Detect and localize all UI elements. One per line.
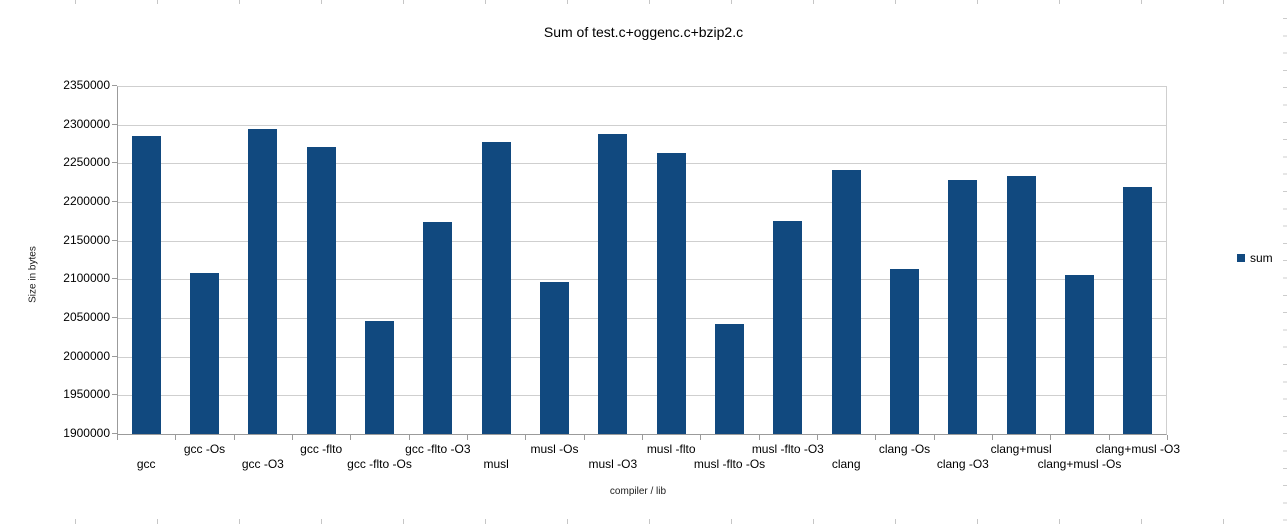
x-axis-tick — [233, 435, 235, 440]
bar-gcc-flto-O3 — [423, 222, 453, 434]
x-axis-category-label: clang+musl — [990, 442, 1052, 456]
gridline — [118, 202, 1166, 203]
y-axis-tick-label: 2050000 — [63, 310, 110, 324]
x-axis-category-label: clang+musl -Os — [1037, 457, 1122, 471]
x-axis-tick — [992, 435, 993, 440]
gridline — [118, 356, 1166, 358]
y-axis-tick — [112, 317, 117, 318]
x-axis-category-label: musl -flto -Os — [693, 457, 766, 471]
x-axis-tick — [1050, 435, 1052, 440]
y-axis-tick-label: 1900000 — [63, 426, 110, 440]
y-axis-tick — [112, 123, 117, 125]
y-axis-tick-label: 2100000 — [63, 271, 110, 286]
x-axis-category-label: gcc -Os — [183, 442, 226, 456]
x-axis-tick — [175, 435, 177, 440]
y-axis-tick — [112, 278, 117, 280]
bar-musl-Os — [540, 282, 569, 434]
x-axis-category-label: clang -O3 — [936, 457, 989, 471]
x-axis-tick — [583, 435, 585, 440]
x-axis-tick — [1108, 435, 1110, 440]
x-axis-category-label: musl -Os — [530, 442, 579, 456]
y-axis-tick-label: 2300000 — [63, 116, 110, 131]
bar-musl-flto-Os — [715, 324, 744, 434]
gridline — [118, 124, 1166, 126]
bar-clang+musl-O3 — [1123, 186, 1153, 434]
x-axis-category-label: gcc -O3 — [241, 457, 284, 471]
x-axis-category-label: musl — [483, 457, 509, 471]
y-axis-tick-label: 2350000 — [63, 78, 110, 92]
legend-swatch — [1237, 254, 1245, 262]
plot-area[interactable] — [117, 86, 1167, 435]
x-axis-category-label: gcc -flto — [300, 442, 343, 456]
gridline — [118, 395, 1166, 397]
x-axis-tick — [350, 435, 352, 440]
gridline — [118, 163, 1166, 165]
bar-gcc — [131, 136, 161, 434]
bar-gcc-O3 — [248, 128, 278, 434]
x-axis-category-label: gcc -flto -O3 — [405, 442, 471, 456]
y-axis-tick-label: 1950000 — [63, 387, 110, 402]
x-axis-category-label: clang — [831, 457, 861, 471]
x-axis-tick — [700, 435, 702, 440]
gridline — [118, 279, 1166, 281]
y-axis-title: Size in bytes — [27, 246, 39, 303]
bar-musl-flto-O3 — [773, 221, 803, 434]
spreadsheet-row-ticks-right — [1283, 18, 1287, 524]
bar-gcc-flto — [306, 147, 336, 434]
x-axis-tick — [467, 435, 468, 440]
x-axis-category-label: gcc -flto -Os — [347, 457, 412, 471]
x-axis-tick — [1167, 435, 1168, 440]
x-axis-category-label: gcc — [136, 457, 156, 471]
y-axis-tick — [112, 394, 117, 396]
x-axis-tick — [875, 435, 877, 440]
bar-musl — [481, 142, 511, 434]
x-axis-category-label: clang -Os — [878, 442, 931, 456]
y-axis-tick — [112, 239, 117, 241]
x-axis-tick — [117, 435, 118, 440]
bar-gcc-Os — [190, 273, 219, 434]
legend-label: sum — [1250, 251, 1273, 265]
bar-musl-flto — [656, 153, 686, 434]
spreadsheet-column-ticks-top — [75, 0, 1287, 4]
x-axis-tick — [408, 435, 410, 440]
y-axis-tick — [112, 433, 117, 434]
bar-clang-Os — [890, 268, 919, 434]
bar-clang+musl-Os — [1065, 274, 1094, 434]
spreadsheet-column-ticks-bottom — [75, 519, 1287, 524]
gridline — [118, 318, 1166, 319]
chart-title: Sum of test.c+oggenc.c+bzip2.c — [543, 24, 744, 40]
x-axis-title: compiler / lib — [609, 486, 667, 497]
x-axis-tick — [292, 435, 293, 440]
y-axis-tick-label: 2200000 — [63, 194, 110, 208]
x-axis-tick — [525, 435, 527, 440]
y-axis-tick — [112, 355, 117, 357]
x-axis-category-label: musl -O3 — [588, 457, 638, 471]
x-axis-category-label: musl -flto — [646, 442, 696, 456]
y-axis-tick — [112, 162, 117, 164]
x-axis-tick — [817, 435, 818, 440]
bar-clang+musl — [1006, 176, 1036, 434]
legend: sum — [1237, 251, 1273, 265]
gridline — [118, 240, 1166, 242]
bar-gcc-flto-Os — [365, 321, 394, 434]
x-axis-tick — [933, 435, 935, 440]
bar-musl-O3 — [598, 133, 628, 434]
x-axis-tick — [758, 435, 760, 440]
x-axis-category-label: musl -flto -O3 — [751, 442, 824, 456]
x-axis-tick — [642, 435, 643, 440]
y-axis-tick — [112, 85, 117, 86]
x-axis-category-label: clang+musl -O3 — [1095, 442, 1181, 456]
y-axis-tick-label: 2150000 — [63, 232, 110, 247]
y-axis-tick-label: 2000000 — [63, 348, 110, 363]
bar-clang — [831, 169, 861, 434]
y-axis-tick — [112, 201, 117, 202]
y-axis-tick-label: 2250000 — [63, 155, 110, 170]
bar-clang-O3 — [948, 179, 978, 434]
